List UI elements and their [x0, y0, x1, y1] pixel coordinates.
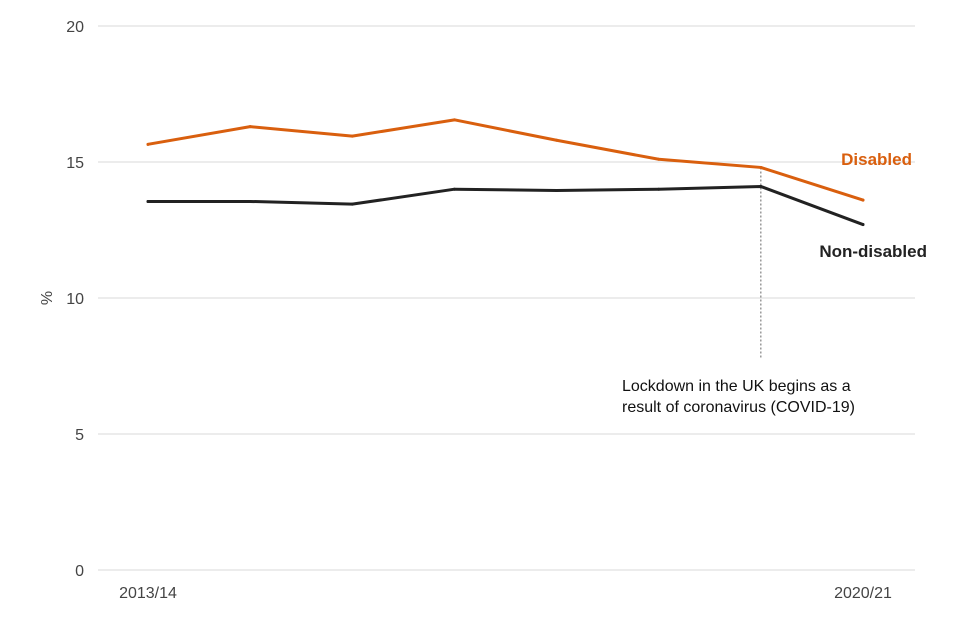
y-tick-label-20: 20 — [66, 19, 84, 36]
data-point-disabled-1 — [248, 125, 252, 129]
data-point-non-disabled-4 — [555, 189, 559, 193]
annotation-text-line-1: Lockdown in the UK begins as a — [622, 378, 851, 395]
data-point-non-disabled-5 — [657, 187, 661, 191]
series-line-disabled — [146, 118, 865, 202]
x-tick-label-2013-14: 2013/14 — [119, 585, 177, 602]
y-axis-ticks: 0 5 10 15 20 — [66, 19, 84, 580]
data-point-non-disabled-3 — [452, 187, 456, 191]
data-point-disabled-3 — [452, 118, 456, 122]
data-point-non-disabled-0 — [146, 199, 150, 203]
x-tick-label-2020-21: 2020/21 — [834, 585, 892, 602]
series-group: Disabled Non-disabled — [146, 118, 927, 261]
y-tick-label-5: 5 — [75, 427, 84, 444]
data-point-disabled-5 — [657, 157, 661, 161]
y-tick-label-0: 0 — [75, 563, 84, 580]
data-point-disabled-4 — [555, 138, 559, 142]
gridlines — [98, 25, 915, 571]
data-point-non-disabled-7 — [861, 223, 865, 227]
y-tick-label-10: 10 — [66, 291, 84, 308]
data-point-disabled-6 — [759, 165, 763, 169]
annotation-text-line-2: result of coronavirus (COVID-19) — [622, 399, 855, 416]
data-point-disabled-7 — [861, 198, 865, 202]
series-label-non-disabled: Non-disabled — [819, 242, 927, 261]
x-axis-ticks: 2013/14 2020/21 — [119, 585, 892, 602]
data-point-disabled-2 — [350, 134, 354, 138]
data-point-non-disabled-1 — [248, 199, 252, 203]
data-point-non-disabled-6 — [759, 184, 763, 188]
data-point-disabled-0 — [146, 142, 150, 146]
data-point-non-disabled-2 — [350, 202, 354, 206]
series-label-disabled: Disabled — [841, 150, 912, 169]
annotations: Lockdown in the UK begins as a result of … — [622, 167, 855, 416]
series-line-non-disabled — [146, 184, 865, 227]
y-tick-label-15: 15 — [66, 155, 84, 172]
y-axis-title: % — [39, 291, 56, 305]
